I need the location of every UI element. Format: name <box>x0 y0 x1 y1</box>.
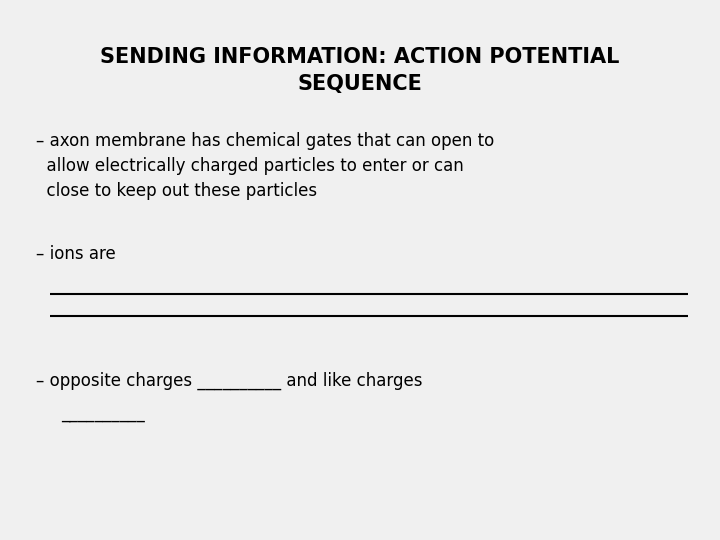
Text: – axon membrane has chemical gates that can open to
  allow electrically charged: – axon membrane has chemical gates that … <box>36 132 494 200</box>
Text: __________: __________ <box>61 404 145 422</box>
Text: SENDING INFORMATION: ACTION POTENTIAL: SENDING INFORMATION: ACTION POTENTIAL <box>100 46 620 67</box>
Text: – opposite charges __________ and like charges: – opposite charges __________ and like c… <box>36 372 423 390</box>
Text: – ions are: – ions are <box>36 245 116 263</box>
Text: SEQUENCE: SEQUENCE <box>297 73 423 94</box>
